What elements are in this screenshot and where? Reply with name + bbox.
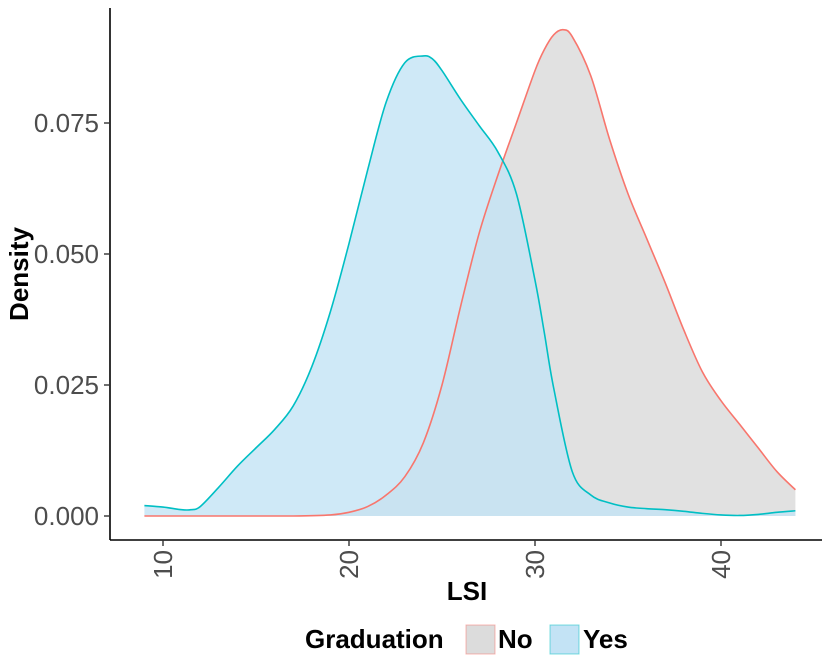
legend-key-yes — [549, 624, 580, 655]
density-line-yes — [144, 54, 796, 517]
density-areas — [144, 28, 796, 517]
y-tick-label: 0.050 — [34, 239, 99, 269]
y-axis-title: Density — [4, 227, 34, 321]
legend-key-no — [465, 624, 496, 655]
x-tick-label: 40 — [706, 550, 736, 579]
y-tick-label: 0.000 — [34, 501, 99, 531]
x-tick-label: 30 — [520, 550, 550, 579]
density-line-no — [144, 28, 796, 517]
legend-label-no: No — [498, 624, 533, 654]
x-axis-title: LSI — [447, 576, 487, 606]
x-tick-label: 10 — [148, 550, 178, 579]
legend-title: Graduation — [305, 624, 444, 654]
x-tick-label: 20 — [334, 550, 364, 579]
legend: Graduation No Yes — [305, 624, 628, 655]
legend-label-yes: Yes — [583, 624, 628, 654]
y-ticks: 0.000 0.025 0.050 0.075 — [34, 108, 110, 531]
axes — [109, 8, 822, 541]
y-tick-label: 0.075 — [34, 108, 99, 138]
x-ticks: 10 20 30 40 — [148, 540, 736, 579]
y-tick-label: 0.025 — [34, 370, 99, 400]
density-area-yes — [144, 55, 796, 517]
